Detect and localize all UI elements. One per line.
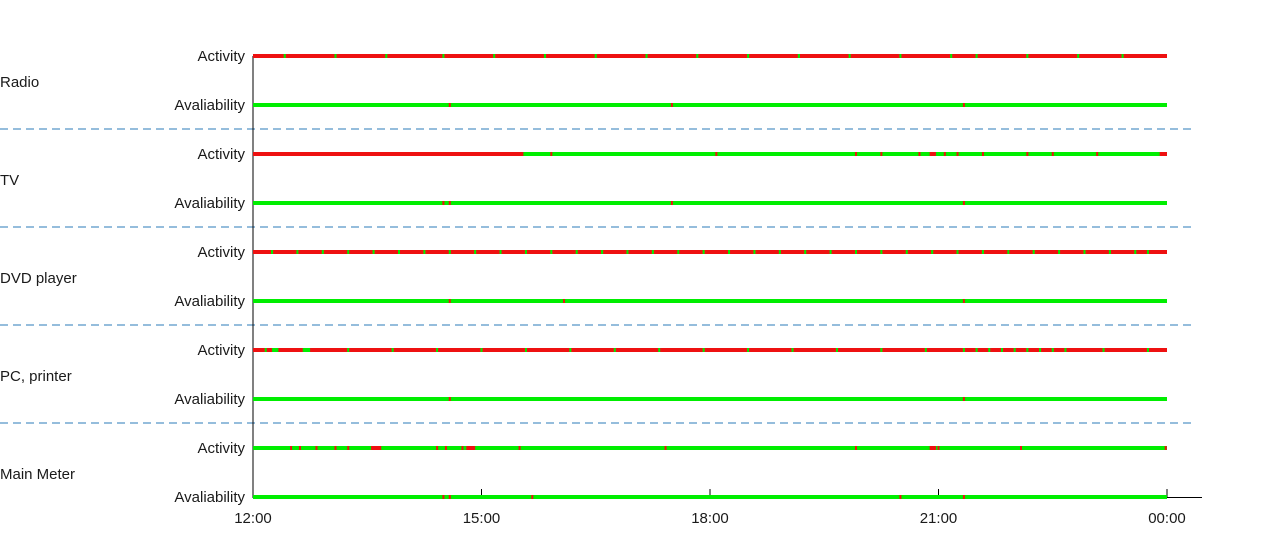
x-axis-ticks: 12:00 15:00 18:00 21:00 00:00 [234, 489, 1186, 527]
row-label-availability: Avaliability [174, 293, 245, 310]
device-label-tv: TV [0, 172, 19, 189]
timeline-bars [253, 54, 1167, 499]
row-label-availability: Avaliability [174, 195, 245, 212]
device-labels: Radio TV DVD player PC, printer Main Meter [0, 74, 77, 483]
row-label-activity: Activity [197, 146, 245, 163]
x-tick-label: 00:00 [1148, 510, 1186, 527]
row-label-availability: Avaliability [174, 391, 245, 408]
row-label-activity: Activity [197, 342, 245, 359]
device-label-pc-printer: PC, printer [0, 368, 72, 385]
row-label-availability: Avaliability [174, 489, 245, 506]
row-label-activity: Activity [197, 440, 245, 457]
x-tick-label: 12:00 [234, 510, 272, 527]
row-label-activity: Activity [197, 244, 245, 261]
row-label-availability: Avaliability [174, 97, 245, 114]
device-label-radio: Radio [0, 74, 39, 91]
device-label-dvd-player: DVD player [0, 270, 77, 287]
row-labels: Activity Avaliability Activity Avaliability… [174, 48, 245, 506]
x-tick-label: 15:00 [463, 510, 501, 527]
x-tick-label: 18:00 [691, 510, 729, 527]
row-label-activity: Activity [197, 48, 245, 65]
x-tick-label: 21:00 [920, 510, 958, 527]
chart-axes [252, 56, 1202, 498]
device-label-main-meter: Main Meter [0, 466, 75, 483]
device-separators [0, 128, 1196, 424]
